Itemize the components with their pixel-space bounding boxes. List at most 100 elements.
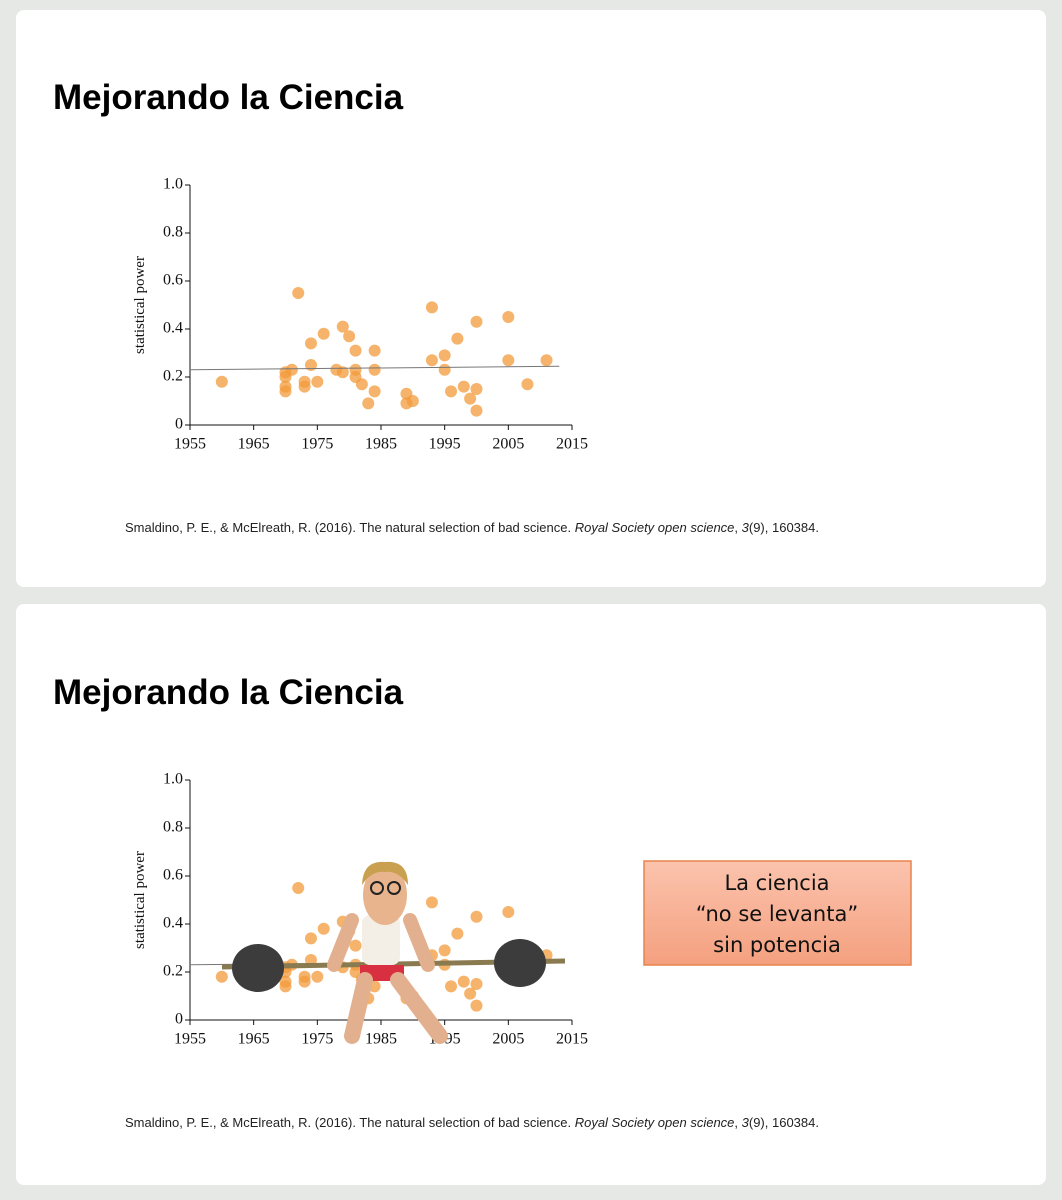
data-point (445, 385, 458, 398)
data-point (304, 932, 317, 945)
data-point (425, 896, 438, 909)
data-point (438, 349, 451, 362)
x-tick-label: 2015 (556, 1031, 588, 1048)
data-point (457, 380, 470, 393)
lifter-legs (344, 972, 448, 1044)
data-point (425, 354, 438, 367)
x-tick-label: 1955 (174, 436, 206, 453)
data-point (425, 301, 438, 314)
y-tick-label: 0.8 (163, 224, 183, 241)
lifter-head (363, 865, 407, 925)
trend-line (189, 365, 560, 371)
data-point (292, 287, 305, 299)
data-point (457, 975, 470, 988)
slide (16, 604, 1046, 1185)
x-tick-label: 2015 (556, 436, 588, 453)
data-point (317, 327, 330, 340)
data-point (368, 363, 381, 376)
y-tick-label: 1.0 (163, 771, 183, 788)
data-point (464, 987, 477, 1000)
citation-part: (9), 160384. (749, 1115, 819, 1130)
data-point (304, 359, 317, 371)
barbell-plate (494, 939, 546, 987)
x-tick-label: 1975 (301, 1031, 333, 1048)
citation-part: Smaldino, P. E., & McElreath, R. (2016).… (125, 520, 575, 535)
chart: 0 0.2 0.4 0.6 0.8 1.0 1955 1965 1975 1985 1995 2005… (132, 176, 588, 453)
data-point (521, 378, 534, 391)
y-tick-label: 0.2 (163, 368, 183, 385)
callout-box (643, 860, 912, 966)
data-point (470, 978, 483, 990)
callout-line: “no se levanta” (696, 902, 858, 926)
barbell-plate (232, 944, 284, 992)
data-point (311, 970, 324, 983)
citation: Smaldino, P. E., & McElreath, R. (2016).… (125, 1115, 819, 1130)
data-point (336, 320, 349, 333)
y-axis-label: statistical power (132, 851, 148, 949)
data-point (502, 354, 515, 367)
data-point (362, 397, 375, 410)
data-point (502, 906, 515, 918)
data-point (470, 404, 483, 417)
slide-title: Mejorando la Ciencia (53, 78, 404, 117)
data-point (470, 999, 483, 1012)
data-point (349, 344, 362, 357)
citation-part: Royal Society open science (575, 520, 735, 535)
citation-part: 3 (742, 520, 750, 535)
data-point (438, 944, 451, 957)
x-tick-label: 1975 (301, 436, 333, 453)
slide-title: Mejorando la Ciencia (53, 673, 404, 712)
data-point (215, 970, 228, 983)
data-point (451, 332, 464, 345)
citation-part: , (734, 1115, 741, 1130)
x-tick-label: 2005 (492, 1031, 524, 1048)
y-tick-label: 0.6 (163, 272, 183, 289)
data-point (451, 927, 464, 940)
x-tick-label: 1965 (238, 436, 270, 453)
weightlifter-illustration (221, 861, 566, 1044)
x-tick-label: 1985 (365, 436, 397, 453)
data-point (336, 366, 349, 379)
data-point (470, 910, 483, 923)
data-point (445, 980, 458, 993)
y-tick-label: 0 (175, 416, 183, 433)
data-point (349, 939, 362, 952)
citation-part: 3 (742, 1115, 750, 1130)
data-point (317, 922, 330, 935)
data-point (355, 378, 368, 391)
data-point (406, 395, 419, 407)
x-tick-label: 1985 (365, 1031, 397, 1048)
data-point (311, 375, 324, 388)
citation-part: , (734, 520, 741, 535)
lifter-hair (362, 861, 408, 885)
x-tick-label: 1965 (238, 1031, 270, 1048)
citation: Smaldino, P. E., & McElreath, R. (2016).… (125, 520, 819, 535)
citation-part: Royal Society open science (575, 1115, 735, 1130)
lifter-shirt (362, 915, 400, 965)
citation-part: (9), 160384. (749, 520, 819, 535)
y-tick-label: 0.6 (163, 867, 183, 884)
data-point (438, 363, 451, 376)
y-axis-label: statistical power (132, 256, 148, 354)
data-point (470, 383, 483, 395)
data-point (215, 375, 228, 388)
data-point (502, 311, 515, 323)
slide (16, 10, 1046, 587)
data-point (292, 882, 305, 894)
data-point (285, 363, 298, 376)
callout-line: sin potencia (713, 933, 841, 957)
data-point (368, 385, 381, 398)
callout-line: La ciencia (724, 871, 829, 895)
y-tick-label: 1.0 (163, 176, 183, 193)
data-point (540, 354, 553, 367)
data-point (368, 344, 381, 357)
data-point (298, 380, 311, 393)
data-point (298, 975, 311, 988)
y-tick-label: 0 (175, 1011, 183, 1028)
y-tick-label: 0.4 (163, 915, 183, 932)
x-tick-label: 1995 (429, 436, 461, 453)
y-tick-label: 0.4 (163, 320, 183, 337)
x-tick-label: 1955 (174, 1031, 206, 1048)
citation-part: Smaldino, P. E., & McElreath, R. (2016).… (125, 1115, 575, 1130)
